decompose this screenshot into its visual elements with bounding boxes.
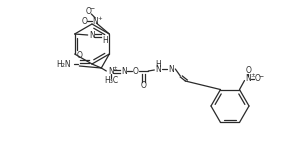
Text: N: N: [122, 67, 127, 76]
Text: O: O: [132, 67, 138, 76]
Text: H₂N: H₂N: [57, 59, 71, 69]
Text: −: −: [259, 73, 264, 78]
Text: H₃C: H₃C: [104, 76, 118, 84]
Text: N: N: [168, 65, 174, 74]
Text: O: O: [141, 81, 147, 89]
Text: O: O: [246, 66, 251, 75]
Text: H: H: [102, 36, 108, 44]
Text: ±: ±: [250, 73, 255, 78]
Text: O: O: [255, 74, 260, 83]
Text: N: N: [89, 31, 95, 40]
Text: H: H: [155, 59, 161, 69]
Text: −: −: [90, 5, 95, 10]
Text: O: O: [76, 50, 82, 59]
Text: N: N: [246, 74, 251, 83]
Text: N: N: [108, 67, 114, 76]
Text: N: N: [93, 16, 98, 26]
Text: ±: ±: [112, 66, 117, 71]
Text: +: +: [97, 15, 102, 20]
Text: N: N: [155, 65, 161, 74]
Text: O: O: [81, 16, 87, 26]
Text: O: O: [85, 6, 91, 15]
